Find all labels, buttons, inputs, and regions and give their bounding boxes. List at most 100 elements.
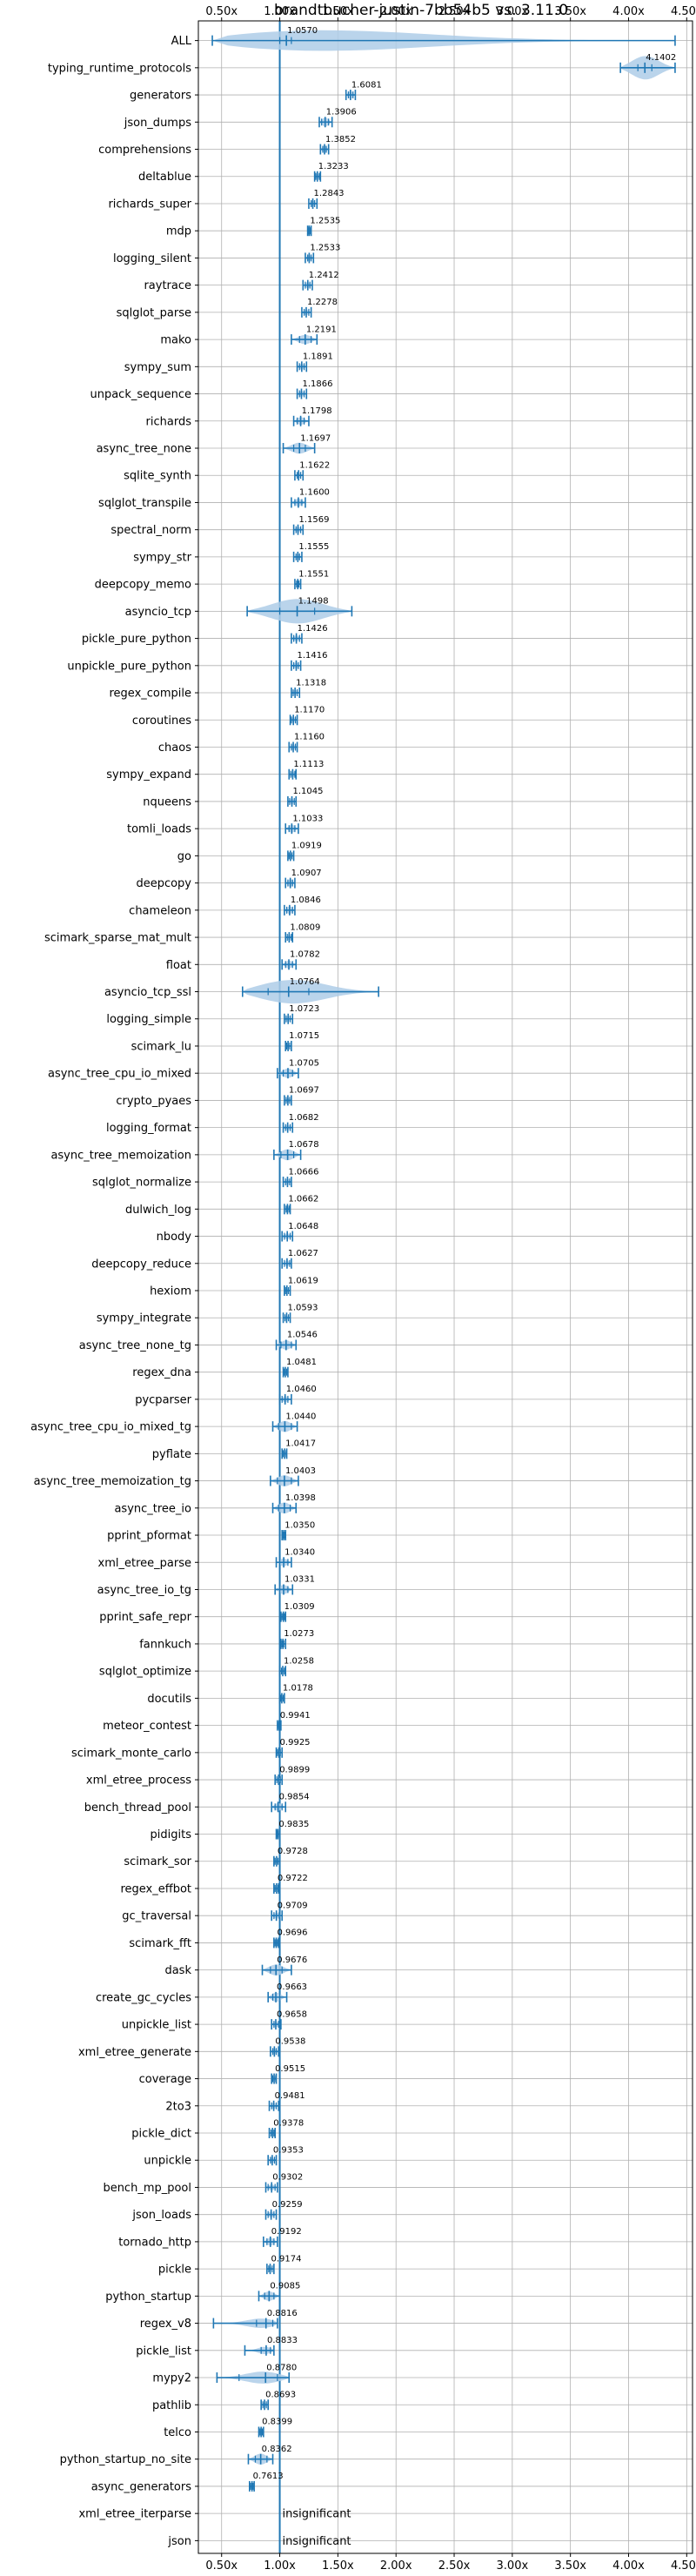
- value-label: 1.0764: [290, 977, 320, 987]
- value-label: 1.1426: [298, 624, 328, 634]
- category-label: logging_format: [106, 1122, 191, 1135]
- category-label: deltablue: [138, 171, 191, 184]
- category-label: scimark_lu: [131, 1040, 191, 1053]
- category-label: python_startup: [105, 2291, 191, 2304]
- category-label: mako: [160, 334, 191, 347]
- category-label: pickle_list: [136, 2345, 191, 2358]
- value-label: 1.0627: [288, 1249, 318, 1258]
- category-label: unpickle_pure_python: [67, 660, 191, 673]
- category-label: crypto_pyaes: [116, 1095, 191, 1108]
- value-label: 4.1402: [646, 53, 676, 63]
- value-label: 0.9899: [279, 1765, 310, 1774]
- category-label: telco: [164, 2426, 191, 2439]
- value-label: 1.1697: [300, 433, 331, 443]
- category-label: sqlglot_normalize: [92, 1177, 191, 1190]
- x-tick-label-bottom: 1.50x: [322, 2559, 354, 2573]
- category-label: unpickle_list: [122, 2019, 191, 2032]
- value-label: 1.0403: [285, 1466, 316, 1476]
- value-label: 1.2533: [310, 244, 340, 253]
- category-label: sympy_sum: [124, 361, 191, 374]
- category-label: sympy_expand: [106, 768, 191, 782]
- category-label: pyflate: [152, 1448, 191, 1461]
- value-label: 1.0331: [284, 1575, 315, 1585]
- chart-title: brandtbucher-justin-7bb54b5 vs. 3.11.0: [274, 2, 568, 19]
- value-label: 1.0697: [289, 1086, 319, 1096]
- value-label: 1.0440: [285, 1412, 316, 1421]
- value-label: 1.0723: [289, 1004, 319, 1014]
- value-label: 1.0546: [287, 1331, 318, 1340]
- value-label: 0.9481: [275, 2091, 305, 2101]
- value-label: 1.0846: [291, 896, 321, 905]
- category-label: json: [167, 2535, 191, 2548]
- value-label: 0.9192: [271, 2227, 302, 2237]
- x-tick-label-top: 2.50x: [438, 5, 471, 18]
- axis-layer: 0.50x 0.50x 1.00x 1.00x 1.50x 1.50x 2.00x 2.00x…: [30, 5, 696, 2573]
- value-label: 0.8693: [265, 2391, 296, 2400]
- category-label: scimark_sor: [124, 1855, 191, 1868]
- value-label: 1.0258: [284, 1656, 314, 1666]
- category-label: dask: [164, 1964, 191, 1977]
- value-label: 0.9676: [277, 1955, 307, 1965]
- category-label: regex_compile: [109, 688, 191, 701]
- x-tick-label-bottom: 0.50x: [205, 2559, 238, 2573]
- value-label: 0.9174: [271, 2254, 302, 2264]
- category-label: async_tree_none_tg: [79, 1339, 191, 1352]
- value-label: 0.9085: [270, 2282, 300, 2291]
- value-label: 1.2535: [310, 216, 340, 225]
- category-label: chameleon: [129, 904, 191, 917]
- category-label: logging_silent: [113, 252, 191, 265]
- value-label: 1.0809: [290, 922, 320, 932]
- category-label: sqlite_synth: [124, 470, 191, 483]
- category-label: asyncio_tcp_ssl: [104, 986, 191, 999]
- value-label: 1.0593: [287, 1303, 318, 1312]
- category-label: pathlib: [152, 2399, 191, 2412]
- category-label: scimark_sparse_mat_mult: [44, 932, 191, 945]
- category-label: asyncio_tcp: [125, 606, 191, 619]
- value-label: 0.9515: [275, 2064, 305, 2074]
- category-label: float: [166, 959, 191, 972]
- category-label: bench_mp_pool: [103, 2182, 191, 2195]
- category-label: meteor_contest: [103, 1720, 191, 1733]
- value-label: 1.0340: [284, 1548, 315, 1558]
- value-label: 1.1416: [297, 651, 327, 661]
- value-label: 1.2278: [307, 298, 338, 307]
- value-label: 1.1600: [299, 488, 330, 498]
- value-label: 0.8833: [267, 2336, 298, 2345]
- value-label: 1.2412: [309, 271, 339, 280]
- value-label: 0.9728: [278, 1847, 308, 1856]
- value-label: 1.0398: [285, 1493, 316, 1503]
- insignificant-label: insignificant: [283, 2508, 351, 2521]
- category-label: regex_effbot: [120, 1882, 191, 1895]
- x-tick-label-top: 3.00x: [497, 5, 529, 18]
- category-label: xml_etree_generate: [78, 2046, 191, 2059]
- value-label: 0.9941: [280, 1711, 311, 1721]
- category-label: raytrace: [144, 279, 191, 292]
- value-label: 0.9658: [277, 2009, 307, 2019]
- category-label: coverage: [139, 2073, 191, 2086]
- x-tick-label-bottom: 2.50x: [438, 2559, 471, 2573]
- value-label: 1.0682: [289, 1113, 319, 1123]
- x-tick-label-top: 4.00x: [612, 5, 645, 18]
- value-label: 1.6081: [351, 80, 382, 90]
- category-label: bench_thread_pool: [84, 1801, 191, 1815]
- value-label: 1.0907: [291, 869, 322, 878]
- value-label: 0.9835: [278, 1820, 309, 1829]
- category-label: pickle_dict: [131, 2128, 191, 2141]
- value-label: 0.9353: [273, 2145, 304, 2155]
- category-label: create_gc_cycles: [96, 1991, 191, 2004]
- value-label: 0.9259: [272, 2200, 303, 2210]
- category-label: async_tree_memoization_tg: [34, 1475, 191, 1488]
- insignificant-label: insignificant: [283, 2535, 351, 2548]
- value-label: 0.8816: [267, 2309, 298, 2318]
- category-label: gc_traversal: [122, 1910, 191, 1923]
- value-label: 1.0178: [283, 1684, 313, 1694]
- category-label: async_tree_io: [114, 1502, 191, 1515]
- value-label: 0.9302: [272, 2173, 303, 2183]
- category-label: pprint_safe_repr: [99, 1611, 191, 1624]
- value-label: 1.1622: [299, 460, 330, 470]
- value-label: 1.0705: [289, 1058, 319, 1068]
- value-label: 1.0481: [286, 1358, 317, 1367]
- category-label: tornado_http: [118, 2236, 191, 2249]
- value-label: 1.1318: [296, 678, 326, 688]
